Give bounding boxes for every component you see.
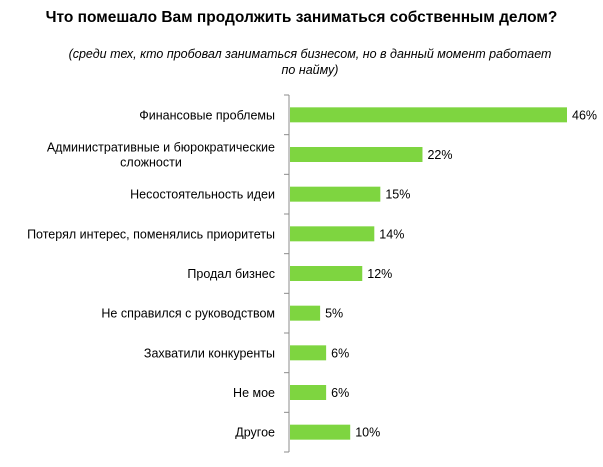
chart-title: Что помешало Вам продолжить заниматься с… xyxy=(45,9,558,26)
bar xyxy=(290,266,363,281)
bar xyxy=(290,107,567,123)
value-label: 46% xyxy=(572,108,597,122)
bar xyxy=(290,186,381,202)
category-label: Другое xyxy=(235,426,275,440)
category-label-continued: сложности xyxy=(120,156,182,170)
chart-subtitle: (среди тех, кто пробовал заниматься бизн… xyxy=(68,47,552,77)
bar xyxy=(290,385,327,400)
bar xyxy=(290,424,351,440)
bar xyxy=(290,226,375,242)
value-label: 6% xyxy=(331,346,349,360)
value-label: 22% xyxy=(427,148,452,162)
value-label: 12% xyxy=(367,267,392,281)
category-label: Финансовые проблемы xyxy=(139,108,275,122)
category-label: Административные и бюрократические xyxy=(47,141,275,155)
category-label: Не мое xyxy=(233,386,275,400)
category-label: Продал бизнес xyxy=(187,267,275,281)
bar xyxy=(290,305,321,321)
category-label: Потерял интерес, поменялись приоритеты xyxy=(27,227,275,241)
category-label: Захватили конкуренты xyxy=(144,346,275,360)
value-label: 10% xyxy=(355,426,380,440)
category-label: Несостоятельность идеи xyxy=(130,188,275,202)
value-label: 14% xyxy=(379,227,404,241)
bar xyxy=(290,147,423,162)
value-label: 5% xyxy=(325,307,343,321)
bar xyxy=(290,345,327,361)
value-label: 15% xyxy=(385,188,410,202)
category-label: Не справился с руководством xyxy=(101,307,275,321)
value-label: 6% xyxy=(331,386,349,400)
